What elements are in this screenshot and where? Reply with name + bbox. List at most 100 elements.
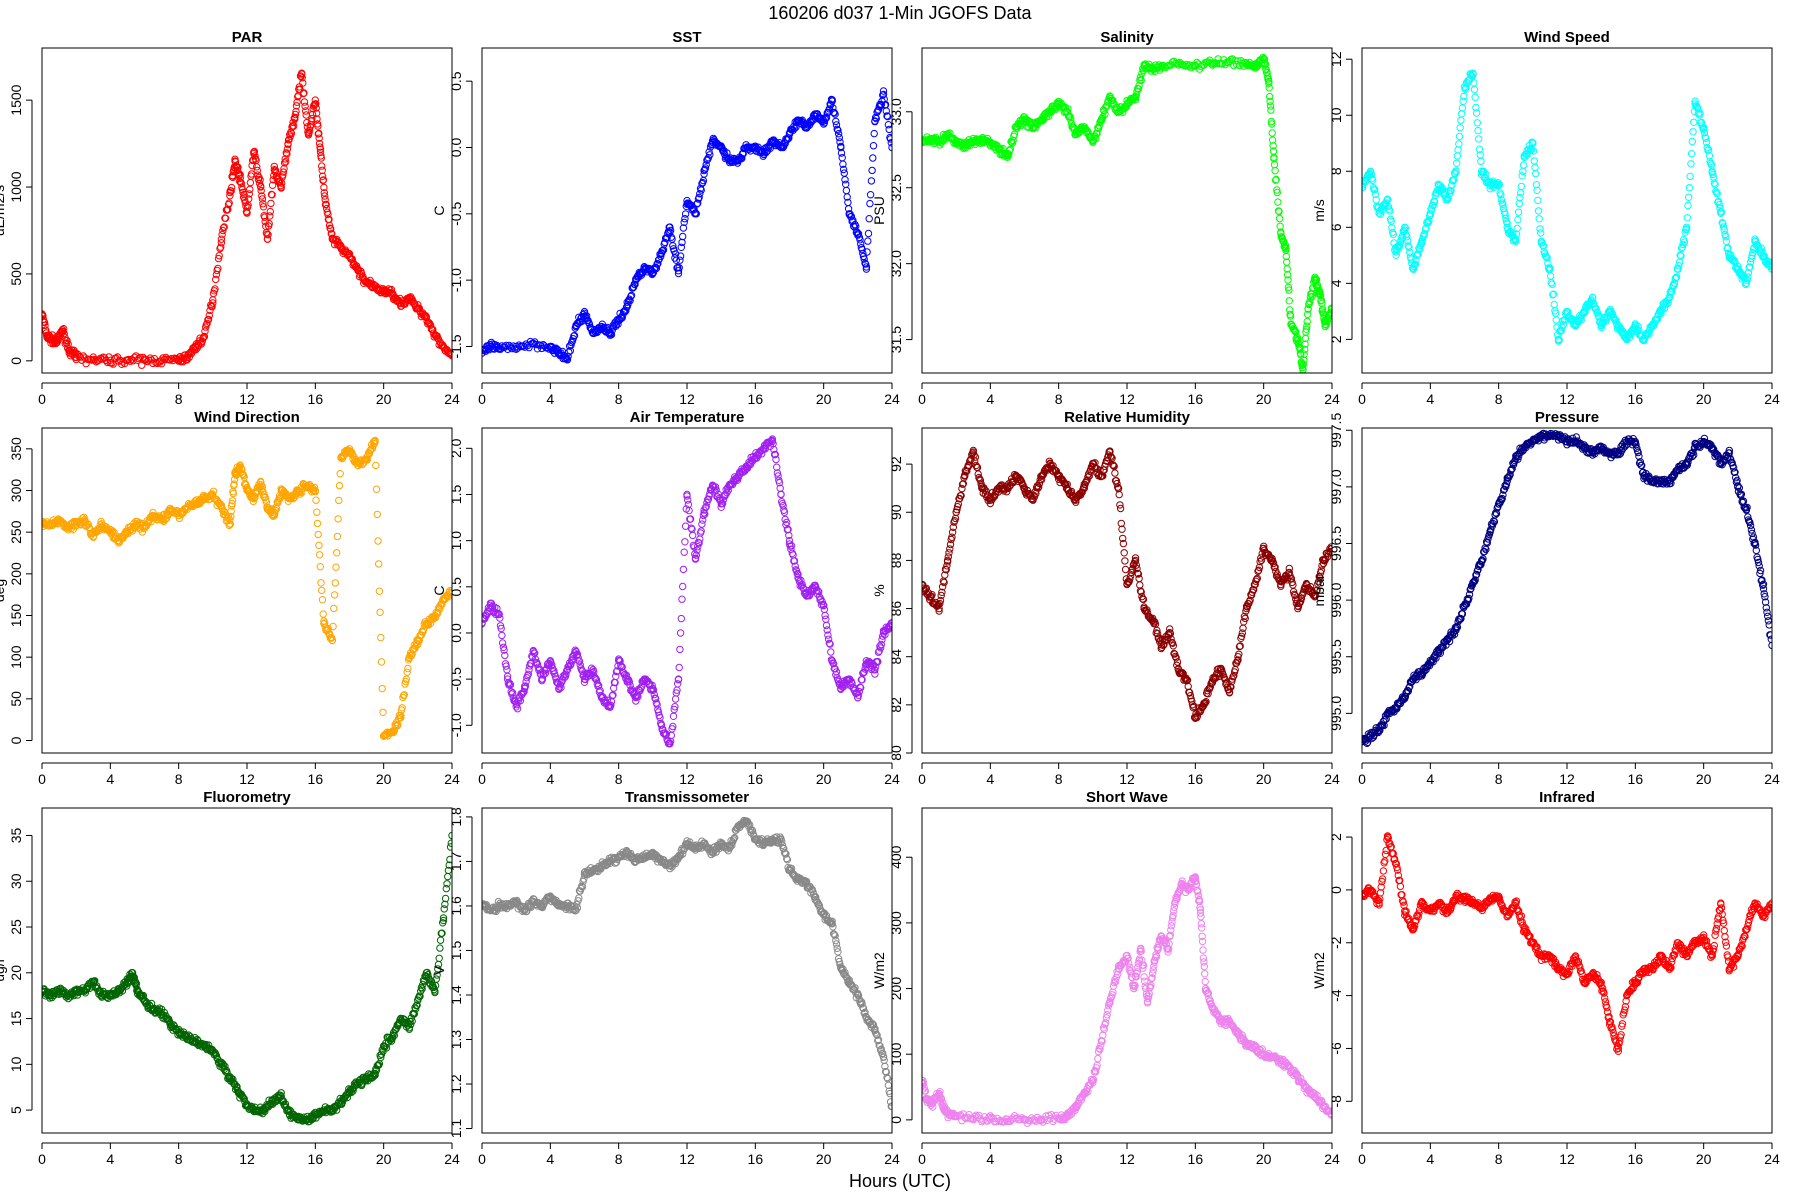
data-point-salinity: [1114, 108, 1123, 116]
data-point-air-temperature: [589, 666, 597, 674]
point-air-temperature: [686, 515, 695, 523]
point-relative-humidity: [1315, 572, 1323, 581]
point-relative-humidity: [1201, 699, 1210, 707]
data-point-par: [422, 313, 431, 322]
x-tick-label-wind-speed: 8: [1495, 391, 1503, 407]
point-par: [215, 252, 223, 260]
point-air-temperature: [539, 671, 547, 679]
point-wind-speed: [1710, 179, 1719, 187]
point-air-temperature: [793, 569, 801, 578]
data-point-air-temperature: [837, 684, 845, 693]
point-air-temperature: [498, 639, 507, 647]
point-wind-speed: [1677, 244, 1686, 252]
point-salinity: [1301, 345, 1309, 354]
point-wind-speed: [1502, 214, 1510, 223]
point-salinity: [1268, 120, 1276, 128]
point-sst: [882, 107, 890, 115]
point-air-temperature: [669, 722, 677, 731]
point-wind-direction: [228, 499, 236, 508]
data-point-par: [337, 244, 345, 252]
point-relative-humidity: [1035, 483, 1043, 491]
data-point-wind-direction: [397, 711, 405, 720]
point-air-temperature: [535, 666, 543, 674]
data-point-wind-speed: [1452, 167, 1460, 176]
data-point-salinity: [1020, 115, 1029, 124]
point-par: [268, 191, 276, 199]
point-wind-speed: [1459, 97, 1467, 106]
data-point-par: [328, 235, 337, 243]
data-point-wind-speed: [1571, 321, 1580, 330]
point-relative-humidity: [1106, 452, 1115, 460]
point-salinity: [1283, 265, 1291, 273]
point-relative-humidity: [1256, 557, 1264, 566]
data-point-air-temperature: [802, 592, 811, 600]
point-par: [321, 192, 329, 200]
data-point-air-temperature: [871, 666, 879, 674]
point-wind-direction: [209, 487, 218, 495]
point-relative-humidity: [1178, 669, 1187, 677]
data-point-air-temperature: [580, 675, 589, 683]
x-tick-label-sst: 24: [884, 391, 900, 407]
data-point-salinity: [1260, 54, 1268, 63]
point-wind-speed: [1748, 252, 1756, 260]
point-salinity: [999, 144, 1007, 153]
point-air-temperature: [685, 506, 693, 515]
point-wind-direction: [426, 619, 435, 627]
point-relative-humidity: [1034, 484, 1042, 492]
panel-title-relative-humidity: Relative Humidity: [1064, 409, 1191, 426]
point-wind-direction: [400, 691, 408, 699]
data-point-wind-speed: [1512, 237, 1520, 246]
data-point-salinity: [1287, 320, 1295, 329]
point-pressure: [1507, 466, 1515, 475]
point-salinity: [1093, 129, 1101, 138]
point-relative-humidity: [1290, 590, 1299, 598]
ylabel-wind-direction: deg: [0, 579, 7, 602]
data-point-wind-direction: [209, 491, 217, 499]
data-point-wind-speed: [1375, 209, 1383, 218]
point-pressure: [1636, 458, 1645, 466]
point-par: [283, 150, 291, 158]
point-salinity: [1312, 276, 1321, 284]
point-wind-speed: [1590, 300, 1598, 308]
y-tick-label-sst: -1.0: [448, 268, 464, 292]
data-point-par: [321, 200, 330, 209]
x-tick-label-salinity: 4: [986, 391, 994, 407]
y-tick-label-wind-direction: 350: [8, 437, 24, 461]
plot-frame-sst: [481, 47, 893, 374]
point-par: [387, 285, 396, 294]
point-wind-speed: [1518, 172, 1526, 180]
x-tick-label-sst: 4: [546, 391, 554, 407]
point-air-temperature: [697, 527, 705, 535]
data-point-wind-direction: [362, 453, 371, 461]
data-point-relative-humidity: [1311, 592, 1319, 601]
data-point-wind-direction: [55, 516, 63, 524]
point-air-temperature: [670, 705, 678, 714]
data-point-par: [414, 305, 422, 313]
point-wind-speed: [1499, 200, 1507, 209]
data-point-sst: [666, 223, 674, 231]
point-par: [266, 207, 274, 216]
point-sst: [885, 125, 892, 134]
data-point-salinity: [1046, 108, 1054, 116]
point-wind-direction: [257, 481, 265, 489]
point-par: [257, 186, 265, 195]
data-point-wind-speed: [1495, 181, 1503, 190]
point-par: [320, 189, 328, 197]
point-air-temperature: [775, 479, 784, 487]
point-relative-humidity: [986, 499, 994, 508]
data-point-sst: [555, 349, 563, 357]
point-relative-humidity: [936, 599, 944, 608]
point-salinity: [1284, 276, 1292, 284]
point-pressure: [1498, 494, 1506, 503]
data-point-wind-direction: [263, 503, 272, 511]
point-air-temperature: [887, 619, 892, 627]
x-tick-label-par: 0: [38, 391, 46, 407]
point-wind-speed: [1519, 161, 1528, 169]
data-point-air-temperature: [563, 666, 572, 674]
point-air-temperature: [567, 660, 575, 668]
point-air-temperature: [694, 538, 703, 547]
point-wind-speed: [1471, 93, 1479, 102]
point-par: [245, 190, 254, 198]
y-tick-label-wind-direction: 100: [8, 645, 24, 669]
y-tick-label-wind-speed: 12: [1328, 51, 1344, 67]
